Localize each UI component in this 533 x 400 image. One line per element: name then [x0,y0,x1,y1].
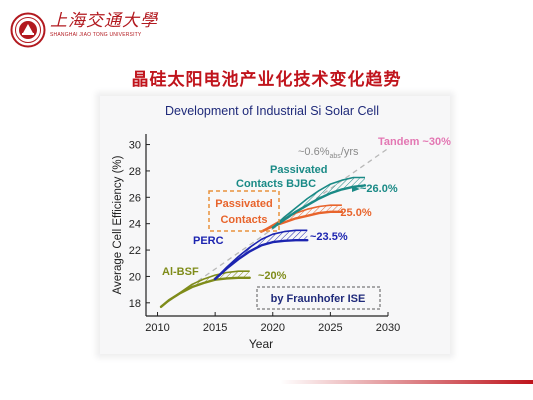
series-end-value-label: ~26.0% [360,183,398,195]
series-upper-line [214,229,308,280]
albsf-annotation: Al-BSF [162,266,199,278]
y-tick-label: 18 [129,298,141,310]
bjbc-annotation-line2: Contacts BJBC [236,178,316,190]
end-arrow-icon [352,186,360,192]
series-band [272,177,365,228]
series-band [161,271,250,307]
university-wordmark: 上海交通大學 SHANGHAI JIAO TONG UNIVERSITY [50,12,158,38]
series-line [271,184,367,229]
series-upper-line [272,176,365,229]
bottom-accent-line [280,380,533,384]
university-seal-logo [10,12,46,48]
university-name-en: SHANGHAI JIAO TONG UNIVERSITY [50,32,142,38]
y-tick-label: 24 [129,219,141,231]
source-label: by Fraunhofer ISE [271,293,366,305]
series-end-value-label: ~20% [258,270,287,282]
x-tick-label: 2010 [145,322,169,334]
series-upper-line [160,270,250,308]
series-end-value-label: ~25.0% [334,207,372,219]
passivated-annotation-line1: Passivated [215,198,272,210]
y-axis-label: Average Cell Efficiency (%) [112,155,124,294]
y-tick-label: 28 [129,166,141,178]
passivated-contacts-box [208,190,280,232]
chart-title: Development of Industrial Si Solar Cell [165,104,379,118]
bjbc-annotation-line1: Passivated [270,164,327,176]
series-upper-line [260,204,342,233]
series-line [159,276,251,308]
passivated-annotation-line2: Contacts [220,214,267,226]
trend-rate-label: ~0.6%abs/yrs [298,146,359,160]
x-axis-label: Year [249,337,273,351]
y-tick-label: 30 [129,140,141,152]
perc-annotation: PERC [193,235,224,247]
series-line [213,238,309,281]
series-end-value-label: ~23.5% [310,231,348,243]
source-box [256,286,381,310]
university-name-cn: 上海交通大學 [50,11,158,31]
x-tick-label: 2025 [318,322,342,334]
x-tick-label: 2030 [376,322,400,334]
x-tick-label: 2015 [203,322,227,334]
slide-title: 晶硅太阳电池产业化技术变化趋势 [131,70,402,90]
y-tick-label: 26 [129,192,141,204]
y-tick-label: 22 [129,245,141,257]
x-tick-label: 2020 [261,322,285,334]
tandem-annotation: Tandem ~30% [378,136,451,148]
y-tick-label: 20 [129,271,141,283]
